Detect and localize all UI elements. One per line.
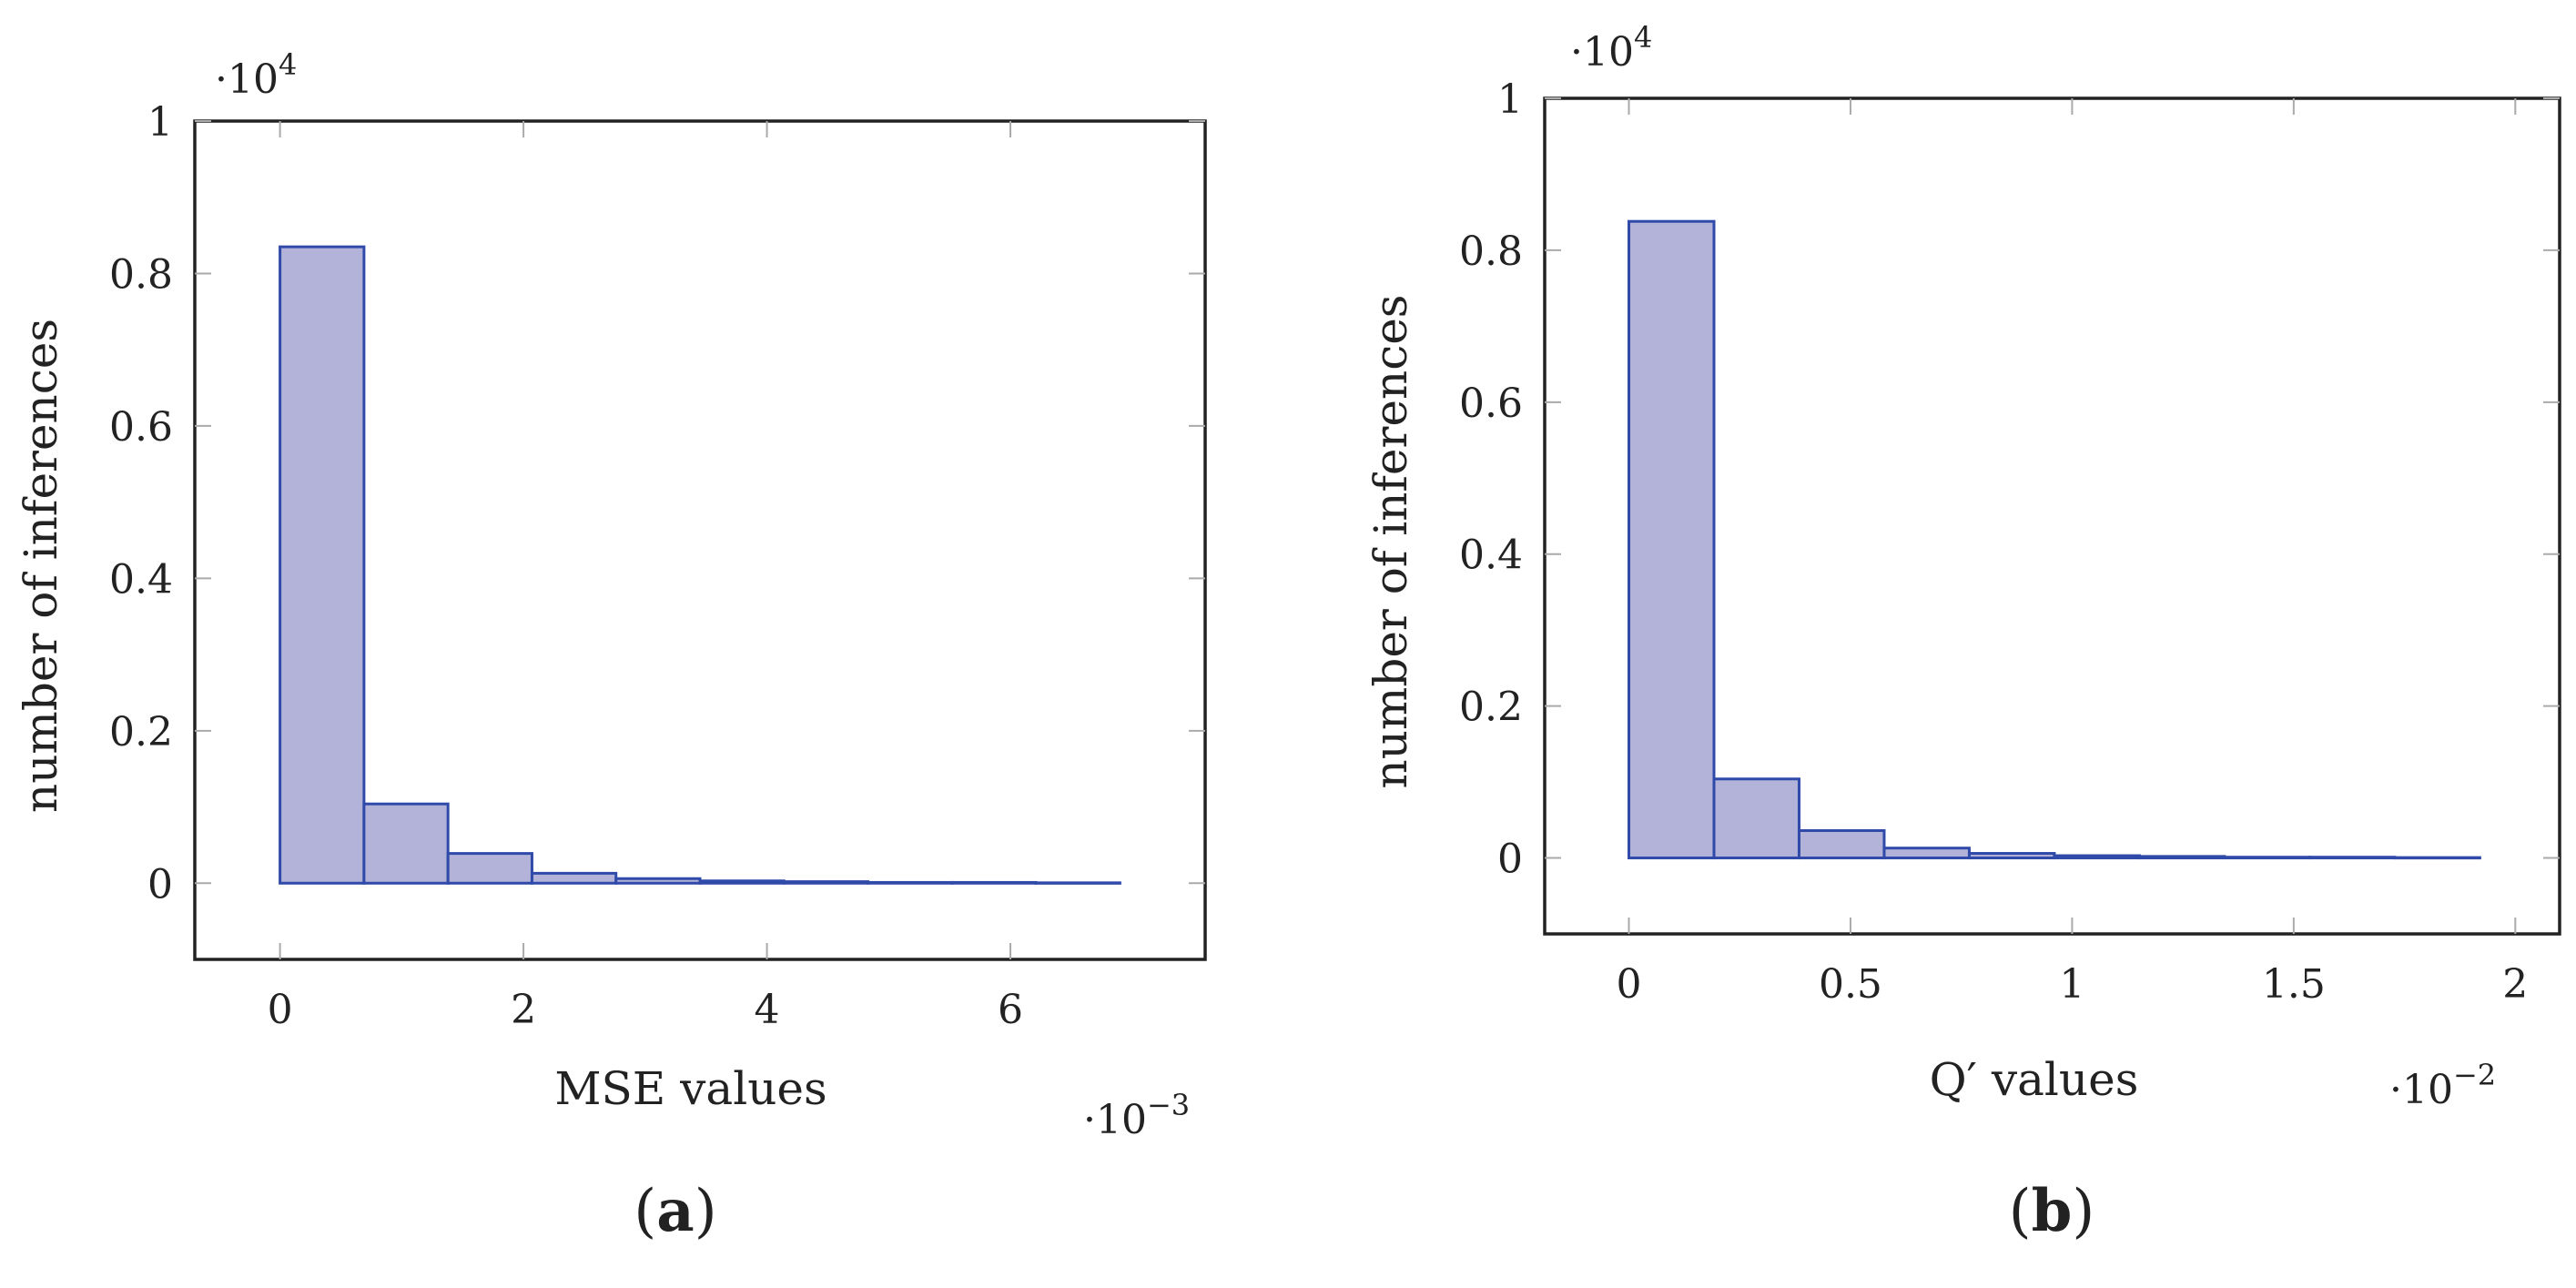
x-axis-label: Q′ values bbox=[1930, 1053, 2139, 1106]
x-tick-label: 2 bbox=[511, 987, 536, 1033]
x-tick-label: 2 bbox=[2502, 961, 2528, 1008]
histogram-bar-10 bbox=[1034, 881, 1121, 885]
histogram-bar-4 bbox=[530, 871, 618, 885]
y-exponent-label: ·104 bbox=[1570, 20, 1652, 76]
histogram-bar-8 bbox=[867, 880, 954, 885]
y-tick-label: 1 bbox=[1497, 76, 1523, 123]
x-tick-label: 0 bbox=[1617, 961, 1642, 1008]
histogram-bar-6 bbox=[698, 879, 786, 885]
histogram-bar-3 bbox=[446, 852, 533, 885]
x-tick-label: 6 bbox=[998, 987, 1023, 1033]
histogram-bar-3 bbox=[1797, 829, 1886, 860]
y-tick-label: 0.6 bbox=[109, 404, 173, 451]
x-exponent-label: ·10−2 bbox=[2389, 1058, 2496, 1113]
y-tick-label: 1 bbox=[147, 99, 173, 146]
panel-label: (a) bbox=[634, 1177, 716, 1245]
y-tick-label: 0 bbox=[1497, 837, 1523, 883]
histogram-bar-6 bbox=[2053, 854, 2141, 860]
histogram-bar-9 bbox=[950, 880, 1038, 885]
chart-panel-b: 0 0.5 1 1.5 2 0 0.2 0.4 0.6 0.8 1 Q′ values number o… bbox=[1364, 20, 2561, 1245]
histogram-bar-2 bbox=[362, 802, 450, 885]
y-tick-label: 0.2 bbox=[1459, 685, 1523, 731]
histogram-bar-9 bbox=[2307, 856, 2397, 860]
x-tick-label: 1.5 bbox=[2262, 961, 2326, 1008]
histogram-bar-10 bbox=[2393, 856, 2481, 860]
histogram-bar-2 bbox=[1712, 777, 1800, 860]
y-tick-label: 0.4 bbox=[1459, 532, 1523, 579]
x-tick-label: 4 bbox=[755, 987, 780, 1033]
histogram-bar-5 bbox=[614, 877, 702, 885]
histogram-bar-1 bbox=[1628, 219, 1716, 860]
plot-frame bbox=[1543, 96, 2561, 936]
plot-frame bbox=[193, 119, 1207, 961]
y-tick-label: 0.2 bbox=[109, 709, 173, 756]
y-axis-label: number of inferences bbox=[1364, 295, 1417, 789]
histogram-bar-7 bbox=[2137, 855, 2226, 860]
y-tick-label: 0.8 bbox=[1459, 228, 1523, 275]
histogram-bar-4 bbox=[1882, 847, 1971, 860]
histogram-bar-1 bbox=[279, 245, 366, 885]
x-tick-label: 1 bbox=[2059, 961, 2084, 1008]
y-tick-label: 0 bbox=[147, 861, 173, 908]
x-exponent-label: ·10−3 bbox=[1083, 1088, 1190, 1143]
x-tick-label: 0.5 bbox=[1819, 961, 1882, 1008]
x-tick-label: 0 bbox=[268, 987, 293, 1033]
y-exponent-label: ·104 bbox=[215, 47, 297, 103]
y-tick-label: 0.4 bbox=[109, 556, 173, 603]
chart-panel-a: 0 2 4 6 0 0.2 0.4 0.6 0.8 1 MSE values number of in… bbox=[15, 47, 1207, 1245]
y-tick-label: 0.6 bbox=[1459, 380, 1523, 427]
panel-label: (b) bbox=[2009, 1177, 2095, 1245]
histogram-bar-8 bbox=[2223, 856, 2311, 860]
histogram-bar-5 bbox=[1967, 852, 2056, 860]
y-axis-label: number of inferences bbox=[15, 319, 67, 813]
histogram-bar-7 bbox=[782, 880, 870, 885]
y-tick-label: 0.8 bbox=[109, 251, 173, 298]
x-axis-label: MSE values bbox=[554, 1062, 827, 1115]
